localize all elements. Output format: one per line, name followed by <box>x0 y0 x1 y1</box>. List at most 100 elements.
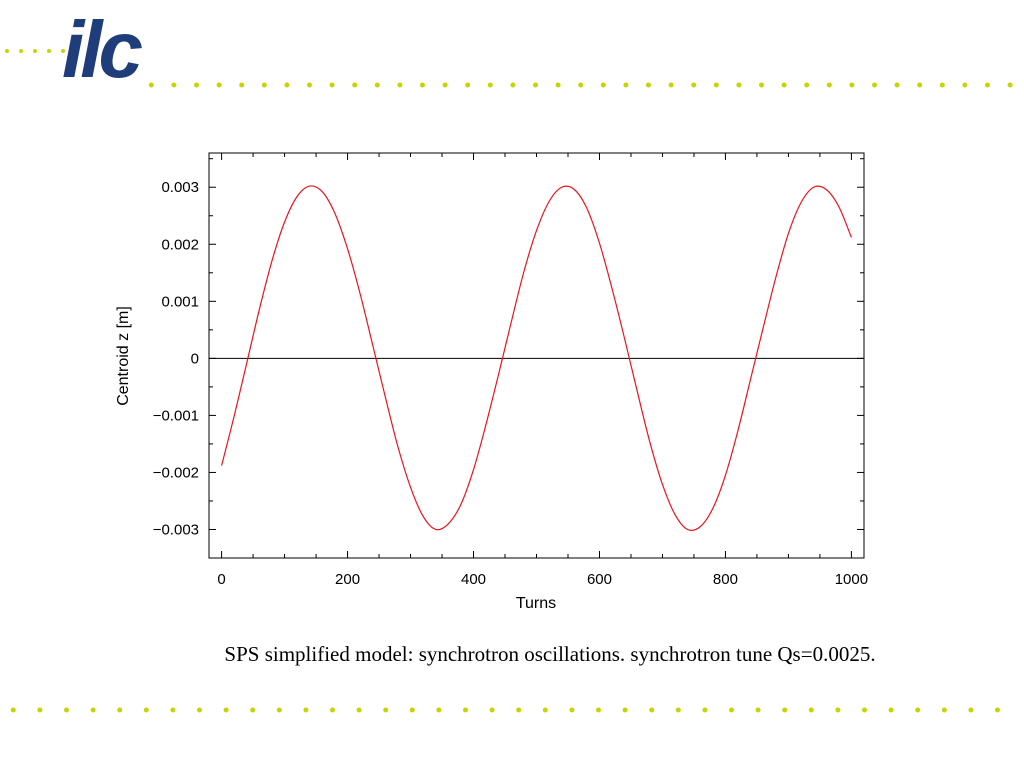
decorative-dot <box>489 707 495 713</box>
x-tick-label: 600 <box>587 571 612 588</box>
decorative-dot <box>170 707 176 713</box>
decorative-dot-row-top-left <box>5 49 65 53</box>
decorative-dot <box>759 82 764 88</box>
y-axis-label: Centroid z [m] <box>115 306 132 406</box>
x-tick-label: 200 <box>335 571 360 588</box>
decorative-dot <box>835 707 841 713</box>
decorative-dot <box>804 82 810 88</box>
decorative-dot <box>409 707 415 713</box>
decorative-dot <box>465 82 471 88</box>
decorative-dot <box>781 82 787 88</box>
decorative-dot <box>675 707 681 713</box>
decorative-dot <box>939 82 945 88</box>
decorative-dot <box>352 82 358 88</box>
decorative-dot <box>197 707 202 713</box>
decorative-dot <box>962 82 968 88</box>
decorative-dot <box>755 707 761 713</box>
decorative-dot <box>826 82 832 88</box>
decorative-dot <box>487 82 493 88</box>
x-tick-label: 0 <box>217 571 225 588</box>
ilc-logo: ilc <box>62 5 143 94</box>
decorative-dot <box>276 707 282 713</box>
decorative-dot <box>64 707 69 713</box>
decorative-dot <box>5 49 9 53</box>
x-tick-label: 1000 <box>835 571 868 588</box>
decorative-dot <box>516 707 522 713</box>
decorative-dot <box>303 707 309 713</box>
decorative-dot <box>782 707 788 713</box>
decorative-dot <box>148 82 154 88</box>
decorative-dot <box>702 707 708 713</box>
decorative-dot <box>808 707 814 713</box>
decorative-dot <box>329 82 335 88</box>
decorative-dot <box>383 707 389 713</box>
decorative-dot <box>330 707 335 713</box>
y-tick-label: −0.002 <box>153 464 199 481</box>
decorative-dot <box>622 707 628 713</box>
decorative-dot <box>261 82 267 88</box>
decorative-dot <box>90 707 96 713</box>
decorative-dot <box>578 82 584 88</box>
decorative-dot <box>117 707 123 713</box>
decorative-dot <box>600 82 606 88</box>
figure-caption: SPS simplified model: synchrotron oscill… <box>224 642 876 666</box>
decorative-dot <box>463 707 468 713</box>
y-tick-label: −0.001 <box>153 407 199 424</box>
decorative-dot <box>915 707 921 713</box>
plot-frame <box>208 152 865 559</box>
decorative-dot <box>356 707 362 713</box>
decorative-dot <box>849 82 855 88</box>
y-tick-label: −0.003 <box>153 521 199 538</box>
x-axis-ticks: 0 200 400 600 800 1000 <box>217 153 868 588</box>
decorative-dot <box>374 82 380 88</box>
line-chart: 0 200 400 600 800 1000 −0.003 −0.002 −0.001 0 0.0… <box>115 152 868 612</box>
decorative-dot <box>691 82 697 88</box>
decorative-dot <box>995 707 1000 713</box>
decorative-dot <box>668 82 674 88</box>
x-axis-label: Turns <box>516 595 556 612</box>
centroid-curve <box>221 185 852 531</box>
decorative-dot <box>194 82 199 88</box>
decorative-dot <box>47 49 51 53</box>
decorative-dot <box>171 82 177 88</box>
decorative-dot <box>968 707 974 713</box>
decorative-dot-row-bottom <box>10 707 1000 713</box>
decorative-dot <box>729 707 734 713</box>
decorative-dot <box>307 82 312 88</box>
y-tick-label: 0.003 <box>161 179 199 196</box>
decorative-dot <box>397 82 403 88</box>
decorative-dot <box>33 49 37 53</box>
decorative-dot <box>646 82 651 88</box>
decorative-dot <box>985 82 990 88</box>
y-axis-ticks: −0.003 −0.002 −0.001 0 0.001 0.002 0.003 <box>153 158 864 559</box>
decorative-dot <box>143 707 149 713</box>
decorative-dot <box>649 707 655 713</box>
decorative-dot <box>941 707 947 713</box>
decorative-dot-row-top <box>148 82 1013 88</box>
x-tick-label: 800 <box>713 571 738 588</box>
y-tick-label: 0.002 <box>161 236 199 253</box>
decorative-dot <box>1007 82 1013 88</box>
x-tick-label: 400 <box>461 571 486 588</box>
decorative-dot <box>917 82 923 88</box>
y-tick-label: 0.001 <box>161 293 199 310</box>
decorative-dot <box>284 82 290 88</box>
decorative-dot <box>713 82 719 88</box>
decorative-dot <box>510 82 516 88</box>
decorative-dot <box>533 82 538 88</box>
decorative-dot <box>19 49 23 53</box>
decorative-dot <box>239 82 245 88</box>
decorative-dot <box>888 707 894 713</box>
y-tick-label: 0 <box>191 350 199 367</box>
decorative-dot <box>542 707 548 713</box>
decorative-dot <box>223 707 229 713</box>
decorative-dot <box>37 707 43 713</box>
decorative-dot <box>736 82 742 88</box>
decorative-dot <box>596 707 601 713</box>
decorative-dot <box>872 82 877 88</box>
decorative-dot <box>436 707 442 713</box>
decorative-dot <box>894 82 900 88</box>
decorative-dot <box>442 82 448 88</box>
decorative-dot <box>10 707 16 713</box>
decorative-dot <box>61 49 65 53</box>
